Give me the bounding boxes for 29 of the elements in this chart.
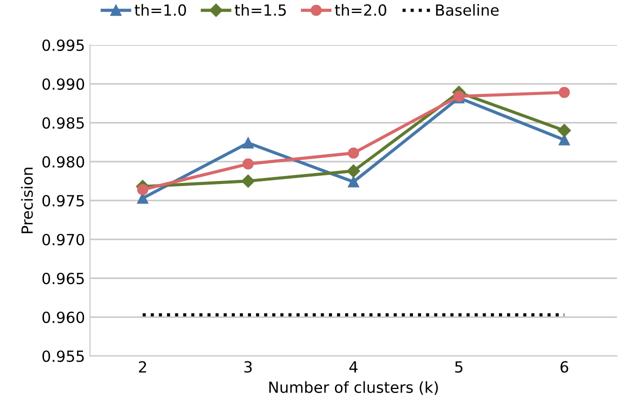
x-tick-label: 5 xyxy=(455,361,462,373)
x-tick-label: 3 xyxy=(244,361,252,373)
point xyxy=(348,148,360,159)
legend-label: th=1.5 xyxy=(234,4,286,16)
point xyxy=(346,164,360,178)
legend-label: Baseline xyxy=(436,4,499,16)
point xyxy=(242,137,254,149)
x-tick-label: 2 xyxy=(138,361,146,372)
y-tick-label: 0.965 xyxy=(42,272,84,284)
point xyxy=(242,174,255,188)
y-tick-label: 0.990 xyxy=(42,78,84,90)
legend-label: th=2.0 xyxy=(334,4,386,16)
point xyxy=(348,176,360,188)
y-tick-label: 0.985 xyxy=(42,117,84,129)
y-tick-label: 0.955 xyxy=(42,350,84,362)
x-tick-label: 6 xyxy=(560,361,568,373)
y-tick-label: 0.975 xyxy=(42,194,84,207)
y-tick-label: 0.980 xyxy=(42,156,84,168)
y-tick-label: 0.995 xyxy=(42,39,84,52)
y-tick-label: 0.960 xyxy=(42,312,84,324)
y-axis-title: Precision xyxy=(21,168,33,234)
point xyxy=(137,184,148,196)
point xyxy=(558,124,571,138)
point xyxy=(242,158,254,170)
point xyxy=(558,86,570,98)
y-tick-label: 0.970 xyxy=(42,234,84,246)
x-tick-label: 4 xyxy=(349,361,358,372)
legend-label: th=1.0 xyxy=(134,4,186,16)
x-axis-title: Number of clusters (k) xyxy=(269,381,438,395)
